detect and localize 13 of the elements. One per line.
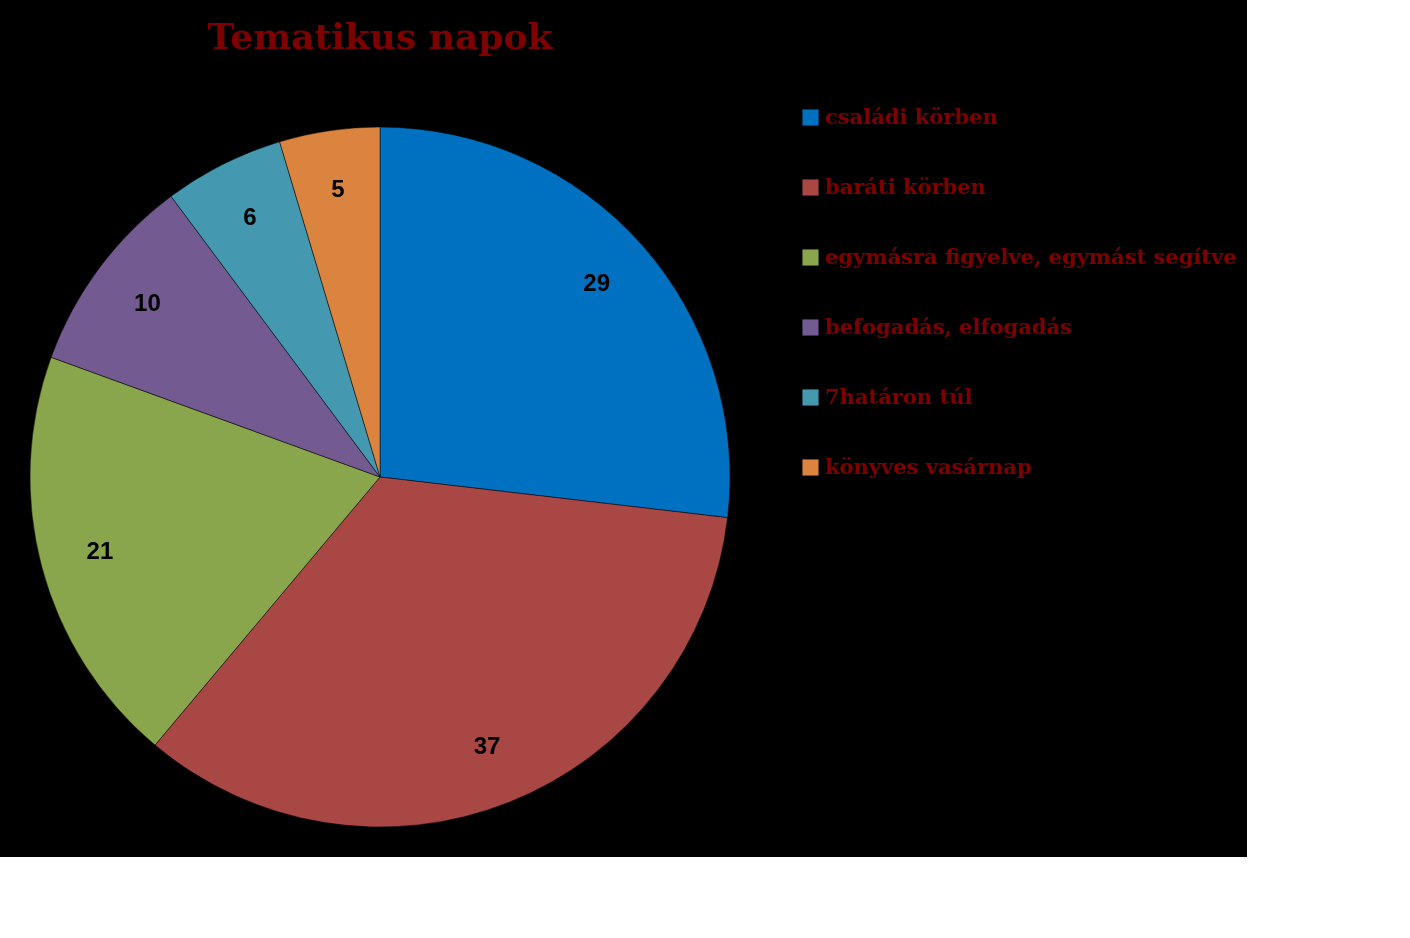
legend-label: könyves vasárnap <box>825 453 1032 479</box>
data-label: 10 <box>134 288 161 316</box>
data-label: 21 <box>86 537 114 565</box>
data-label: 5 <box>331 175 345 203</box>
legend-label: egymásra figyelve, egymást segítve <box>825 243 1237 269</box>
data-label: 6 <box>243 202 257 230</box>
legend-label: baráti körben <box>825 173 986 199</box>
legend-label: 7határon túl <box>825 383 973 409</box>
data-label: 29 <box>583 269 610 297</box>
data-label: 37 <box>473 731 501 759</box>
chart-title: Tematikus napok <box>207 15 554 57</box>
legend-label: befogadás, elfogadás <box>825 313 1072 339</box>
legend-label: családi körben <box>825 103 998 129</box>
